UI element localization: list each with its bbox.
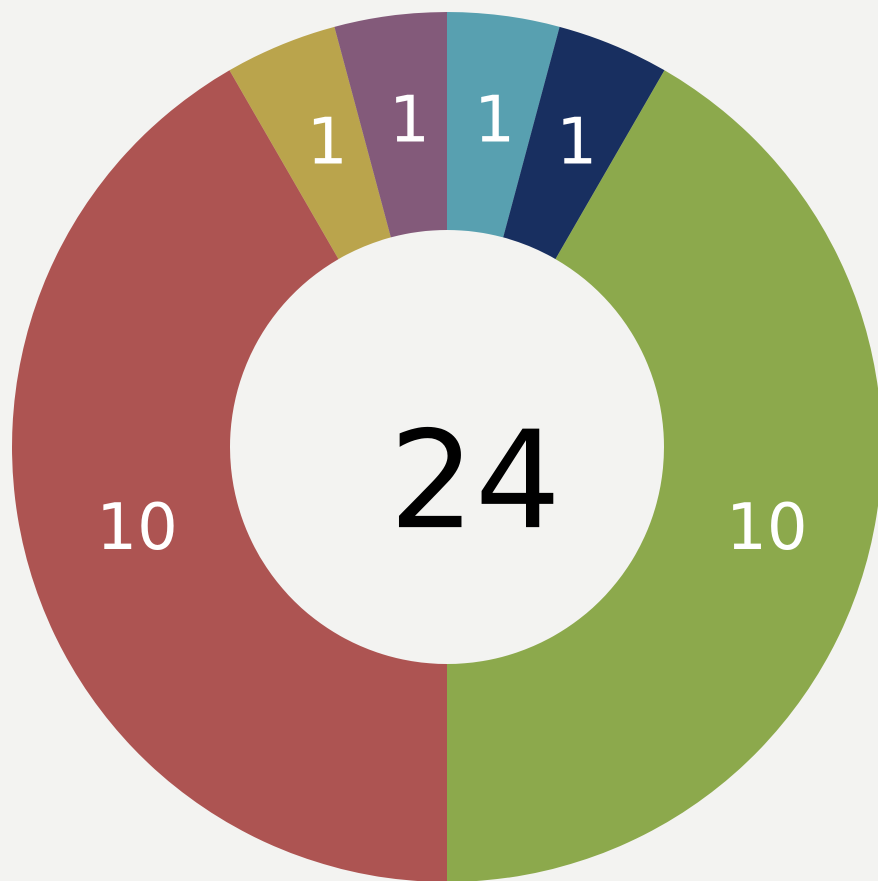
data-label: 1 (556, 105, 597, 179)
data-label: 10 (96, 491, 177, 565)
center-total: 24 (389, 402, 561, 559)
donut-slice (503, 26, 665, 260)
data-label: 1 (389, 83, 430, 157)
donut-slice (12, 70, 447, 881)
donut-slice (229, 26, 391, 260)
data-label: 10 (726, 491, 807, 565)
data-label: 1 (307, 105, 348, 179)
data-label: 1 (474, 83, 515, 157)
donut-slice (447, 12, 560, 238)
donut-slice (447, 70, 878, 881)
donut-slice (334, 12, 447, 238)
